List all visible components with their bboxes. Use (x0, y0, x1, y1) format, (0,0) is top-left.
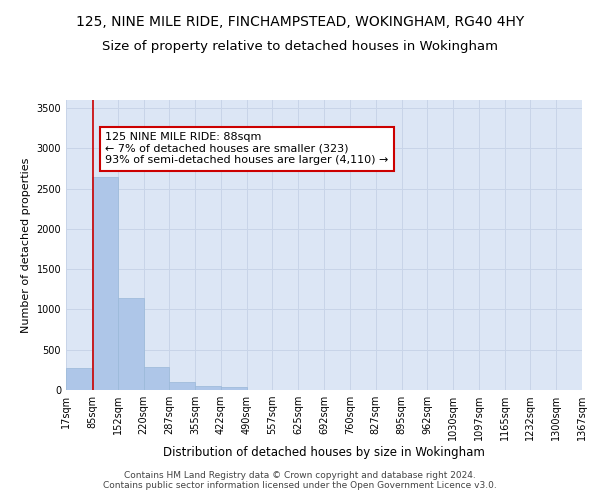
Bar (66, 368, 92, 390)
Bar (195, 386, 221, 390)
Bar (92, 178, 118, 390)
Text: 125 NINE MILE RIDE: 88sqm
← 7% of detached houses are smaller (323)
93% of semi-: 125 NINE MILE RIDE: 88sqm ← 7% of detach… (106, 132, 389, 166)
Bar (221, 387, 247, 390)
Bar (143, 367, 169, 390)
Bar (169, 382, 195, 390)
Y-axis label: Number of detached properties: Number of detached properties (21, 158, 31, 332)
Text: 125, NINE MILE RIDE, FINCHAMPSTEAD, WOKINGHAM, RG40 4HY: 125, NINE MILE RIDE, FINCHAMPSTEAD, WOKI… (76, 15, 524, 29)
Text: Size of property relative to detached houses in Wokingham: Size of property relative to detached ho… (102, 40, 498, 53)
Text: Contains HM Land Registry data © Crown copyright and database right 2024.
Contai: Contains HM Land Registry data © Crown c… (103, 470, 497, 490)
X-axis label: Distribution of detached houses by size in Wokingham: Distribution of detached houses by size … (163, 446, 485, 459)
Bar (118, 298, 143, 390)
